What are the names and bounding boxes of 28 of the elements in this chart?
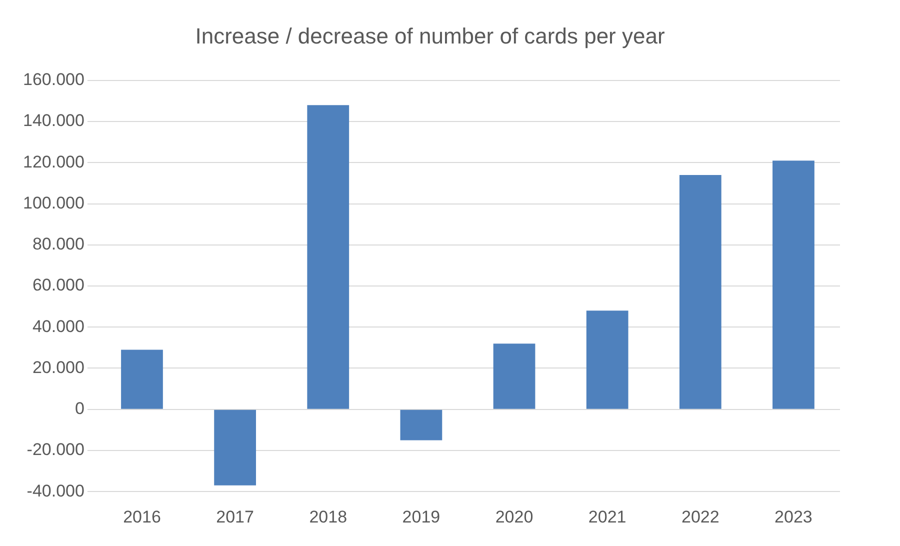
x-tick-label: 2020 — [495, 507, 534, 526]
y-tick-label: 0 — [74, 399, 84, 418]
y-tick-label: 20.000 — [32, 358, 84, 377]
x-tick-label: 2023 — [774, 507, 812, 526]
bar — [586, 310, 628, 409]
y-tick-label: 100.000 — [23, 193, 84, 212]
x-tick-label: 2018 — [309, 507, 348, 526]
bar — [679, 174, 722, 409]
bar — [214, 410, 256, 486]
x-tick-label: 2019 — [402, 507, 440, 526]
bar — [772, 160, 814, 409]
y-tick-label: 60.000 — [32, 276, 84, 295]
bar — [400, 410, 442, 440]
x-tick-label: 2021 — [588, 507, 626, 526]
bar — [493, 344, 536, 409]
y-tick-label: 40.000 — [32, 316, 84, 336]
chart-title: Increase / decrease of number of cards per year — [195, 23, 665, 48]
x-tick-label: 2017 — [216, 507, 254, 526]
y-tick-label: -40.000 — [26, 481, 84, 500]
y-tick-label: 80.000 — [32, 234, 84, 254]
bar — [307, 105, 350, 409]
y-tick-label: 140.000 — [23, 111, 84, 130]
bar — [121, 350, 163, 409]
x-tick-label: 2022 — [681, 507, 720, 526]
y-tick-label: 160.000 — [23, 70, 84, 90]
y-tick-label: -20.000 — [26, 440, 84, 460]
x-tick-label: 2016 — [123, 507, 161, 526]
y-tick-label: 120.000 — [23, 152, 84, 172]
